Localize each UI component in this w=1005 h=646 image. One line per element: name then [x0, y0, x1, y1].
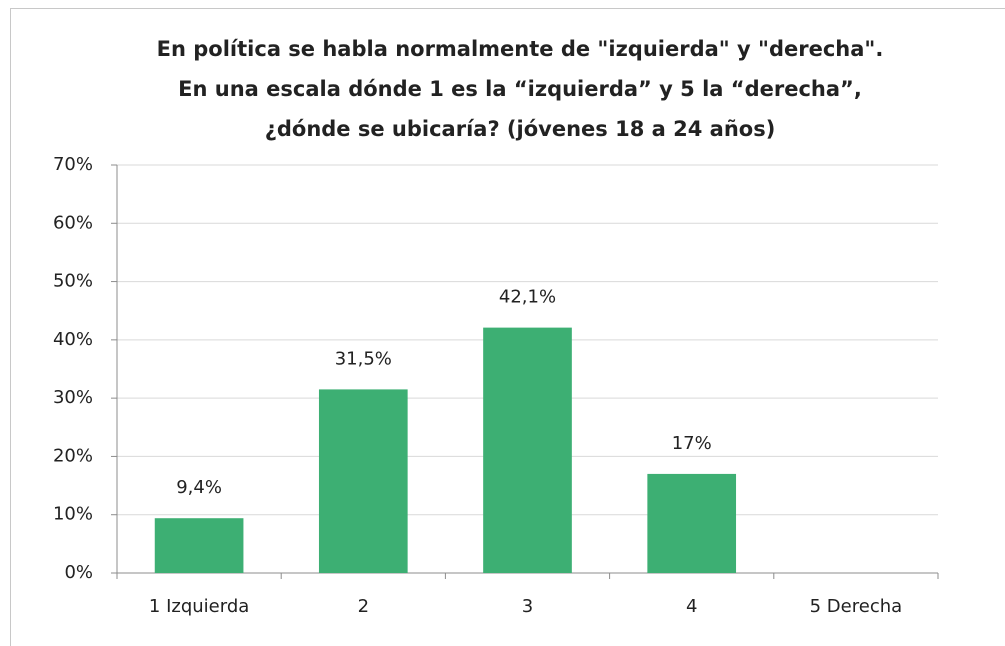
y-tick-label: 70%	[53, 154, 93, 175]
x-tick-label: 4	[686, 596, 697, 617]
chart-title: En política se habla normalmente de "izq…	[157, 37, 884, 61]
chart-title: ¿dónde se ubicaría? (jóvenes 18 a 24 año…	[265, 117, 776, 141]
data-label: 42,1%	[499, 287, 556, 308]
y-tick-label: 50%	[53, 271, 93, 292]
y-tick-label: 60%	[53, 212, 93, 233]
y-tick-label: 40%	[53, 329, 93, 350]
bar	[318, 389, 408, 573]
y-tick-label: 30%	[53, 387, 93, 408]
data-label: 17%	[672, 433, 712, 454]
data-label: 31,5%	[335, 348, 392, 369]
x-tick-label: 1 Izquierda	[149, 596, 249, 617]
y-tick-label: 20%	[53, 445, 93, 466]
x-tick-label: 2	[358, 596, 369, 617]
y-tick-label: 10%	[53, 504, 93, 525]
chart-border	[10, 8, 1005, 646]
chart-title: En una escala dónde 1 es la “izquierda” …	[178, 77, 862, 101]
bar	[154, 518, 244, 573]
bar	[647, 473, 737, 573]
x-tick-label: 3	[522, 596, 533, 617]
y-tick-label: 0%	[64, 562, 93, 583]
x-tick-label: 5 Derecha	[810, 596, 903, 617]
data-label: 9,4%	[176, 477, 222, 498]
bar	[483, 327, 572, 573]
